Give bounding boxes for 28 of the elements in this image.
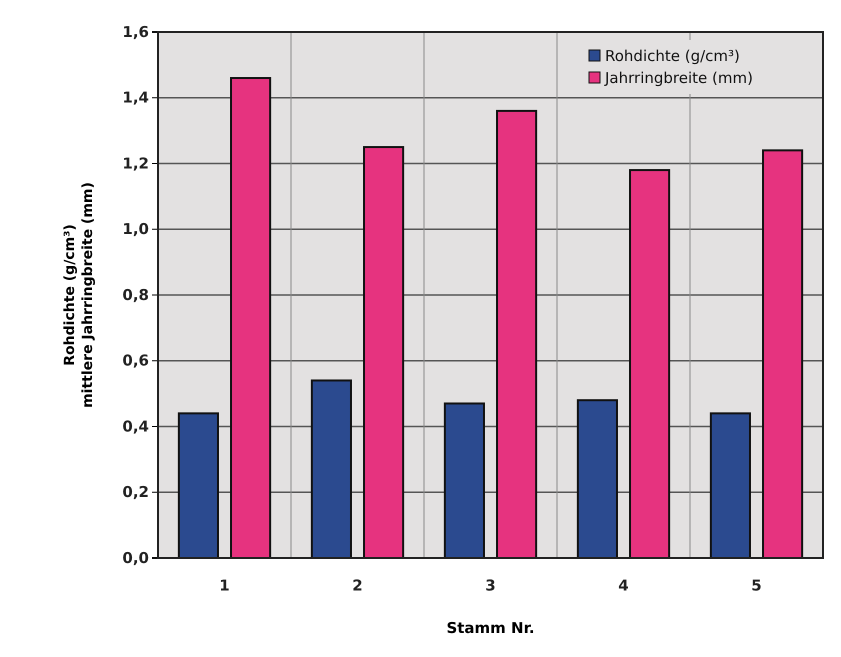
y-tick-label: 0,4 [122,417,149,436]
x-tick-label: 4 [618,576,629,595]
legend-label: Jahrringbreite (mm) [604,69,753,87]
bar [363,146,404,559]
x-tick-label: 1 [219,576,230,595]
bar [629,169,670,559]
bar [310,379,352,559]
bar [710,412,751,559]
legend-label: Rohdichte (g/cm³) [605,47,740,65]
y-tick-label: 1,2 [122,154,149,172]
y-axis-title: Rohdichte (g/cm³) mittlere Jahrringbreite (mm) [62,182,96,408]
y-tick-label: 0,6 [122,352,149,370]
bar [762,149,804,559]
y-tick-label: 0,2 [122,483,149,502]
y-tick-label: 1,4 [122,88,149,107]
x-tick-label: 2 [352,576,363,595]
bar [496,110,538,559]
bar [230,77,272,559]
y-tick-label: 0,0 [122,548,149,567]
bar [178,412,219,559]
y-tick-label: 1,0 [122,220,149,238]
bar [444,402,485,559]
y-tick-label: 1,6 [122,22,149,41]
x-tick-label: 3 [485,576,496,595]
x-tick-label: 5 [751,576,762,595]
y-tick-label: 0,8 [122,286,149,304]
x-axis-title: Stamm Nr. [446,619,535,637]
bar [576,399,618,559]
